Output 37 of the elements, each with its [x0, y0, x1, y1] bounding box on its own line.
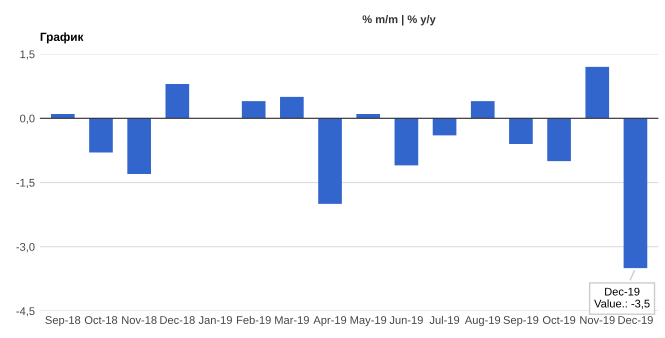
chart-title: График — [40, 32, 84, 44]
x-tick-label: Sep-18 — [45, 316, 80, 326]
x-tick-label: Dec-18 — [160, 316, 195, 324]
bar — [242, 101, 266, 118]
x-tick-label: Jan-19 — [198, 316, 232, 324]
x-tick-label: Aug-19 — [464, 316, 500, 326]
annotation: Dec-19 Value.: -3,5 — [594, 288, 650, 309]
y-tick-label: -1,5 — [16, 178, 35, 188]
bar — [509, 118, 533, 144]
x-tick-label: Apr-19 — [313, 316, 346, 326]
y-tick-label: -4,5 — [16, 307, 35, 316]
bar — [89, 118, 113, 153]
bar — [127, 118, 151, 174]
bar — [280, 96, 304, 118]
x-tick-label: May-19 — [350, 316, 386, 326]
x-tick-label: Oct-18 — [84, 316, 118, 324]
x-tick-label: Sep-19 — [504, 316, 538, 326]
bar — [470, 101, 495, 118]
y-tick-label: 1,5 — [20, 50, 35, 60]
bar — [432, 118, 456, 136]
x-tick-label: Feb-19 — [236, 316, 271, 324]
bar — [547, 118, 571, 162]
x-tick-label: Jun-19 — [390, 316, 423, 324]
bar — [394, 118, 418, 166]
x-tick-label: Nov-19 — [580, 316, 615, 324]
x-tick-label: Oct-19 — [542, 316, 576, 324]
x-tick-label: Mar-19 — [275, 316, 309, 324]
y-tick-label: 0,0 — [20, 114, 35, 124]
text: % m/m | % y/y — [362, 15, 436, 26]
x-tick-label: Dec-19 — [618, 316, 653, 324]
x-tick-label: Nov-18 — [122, 316, 157, 324]
bar — [624, 118, 648, 268]
bar — [166, 84, 190, 118]
y-tick-label: -3,0 — [16, 243, 35, 252]
x-tick-label: Jul-19 — [430, 316, 460, 324]
bar — [585, 66, 610, 118]
bar — [318, 118, 342, 204]
